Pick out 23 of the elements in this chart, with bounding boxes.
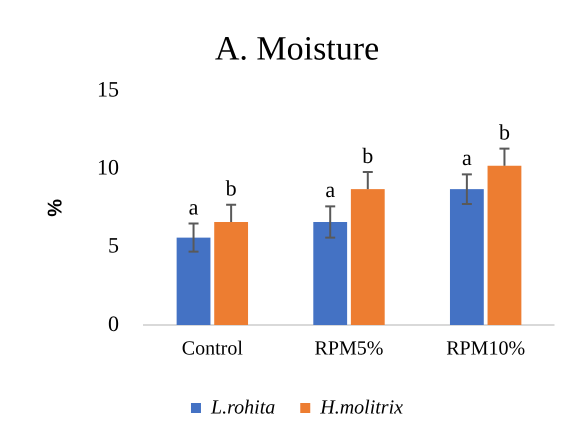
y-tick-label: 10 bbox=[97, 154, 119, 180]
bar bbox=[313, 222, 348, 325]
legend-label: L.rohita bbox=[210, 396, 276, 418]
data-label: b bbox=[226, 176, 237, 201]
data-label: a bbox=[462, 145, 472, 170]
y-tick-label: 0 bbox=[108, 310, 119, 336]
data-label: a bbox=[325, 177, 336, 202]
legend-label: H.molitrix bbox=[319, 396, 404, 418]
y-tick-label: 15 bbox=[97, 76, 119, 102]
bar bbox=[214, 222, 248, 325]
y-tick-label: 5 bbox=[108, 232, 119, 258]
data-label: b bbox=[498, 119, 510, 144]
x-tick-label: RPM10% bbox=[446, 337, 526, 360]
bar bbox=[350, 189, 385, 325]
x-tick-label: Control bbox=[182, 337, 244, 360]
chart-title: A. Moisture bbox=[214, 30, 380, 68]
x-tick-label: RPM5% bbox=[314, 337, 384, 360]
data-label: b bbox=[362, 142, 374, 168]
bar bbox=[488, 166, 522, 325]
bar bbox=[450, 189, 484, 325]
data-label: a bbox=[188, 194, 199, 220]
y-axis-title: % bbox=[44, 198, 67, 217]
bar bbox=[176, 238, 210, 325]
